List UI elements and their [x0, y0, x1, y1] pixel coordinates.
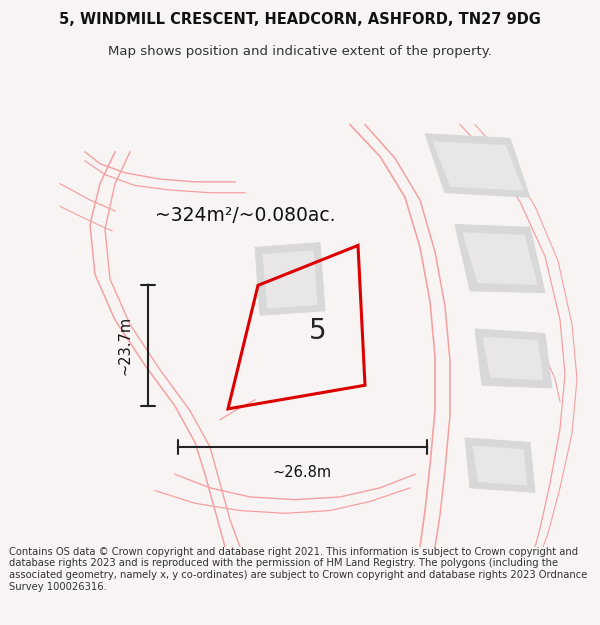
- Polygon shape: [472, 445, 528, 486]
- Text: ~324m²/~0.080ac.: ~324m²/~0.080ac.: [155, 206, 335, 225]
- Polygon shape: [255, 242, 325, 316]
- Text: Map shows position and indicative extent of the property.: Map shows position and indicative extent…: [108, 45, 492, 58]
- Polygon shape: [455, 224, 545, 292]
- Polygon shape: [462, 232, 538, 286]
- Polygon shape: [482, 336, 544, 381]
- Polygon shape: [465, 438, 535, 493]
- Text: ~26.8m: ~26.8m: [272, 465, 332, 480]
- Polygon shape: [432, 141, 524, 191]
- Polygon shape: [262, 250, 318, 309]
- Text: Contains OS data © Crown copyright and database right 2021. This information is : Contains OS data © Crown copyright and d…: [9, 547, 587, 592]
- Polygon shape: [475, 329, 552, 388]
- Text: 5, WINDMILL CRESCENT, HEADCORN, ASHFORD, TN27 9DG: 5, WINDMILL CRESCENT, HEADCORN, ASHFORD,…: [59, 12, 541, 27]
- Polygon shape: [425, 134, 530, 198]
- Text: 5: 5: [308, 318, 326, 345]
- Text: ~23.7m: ~23.7m: [118, 316, 133, 375]
